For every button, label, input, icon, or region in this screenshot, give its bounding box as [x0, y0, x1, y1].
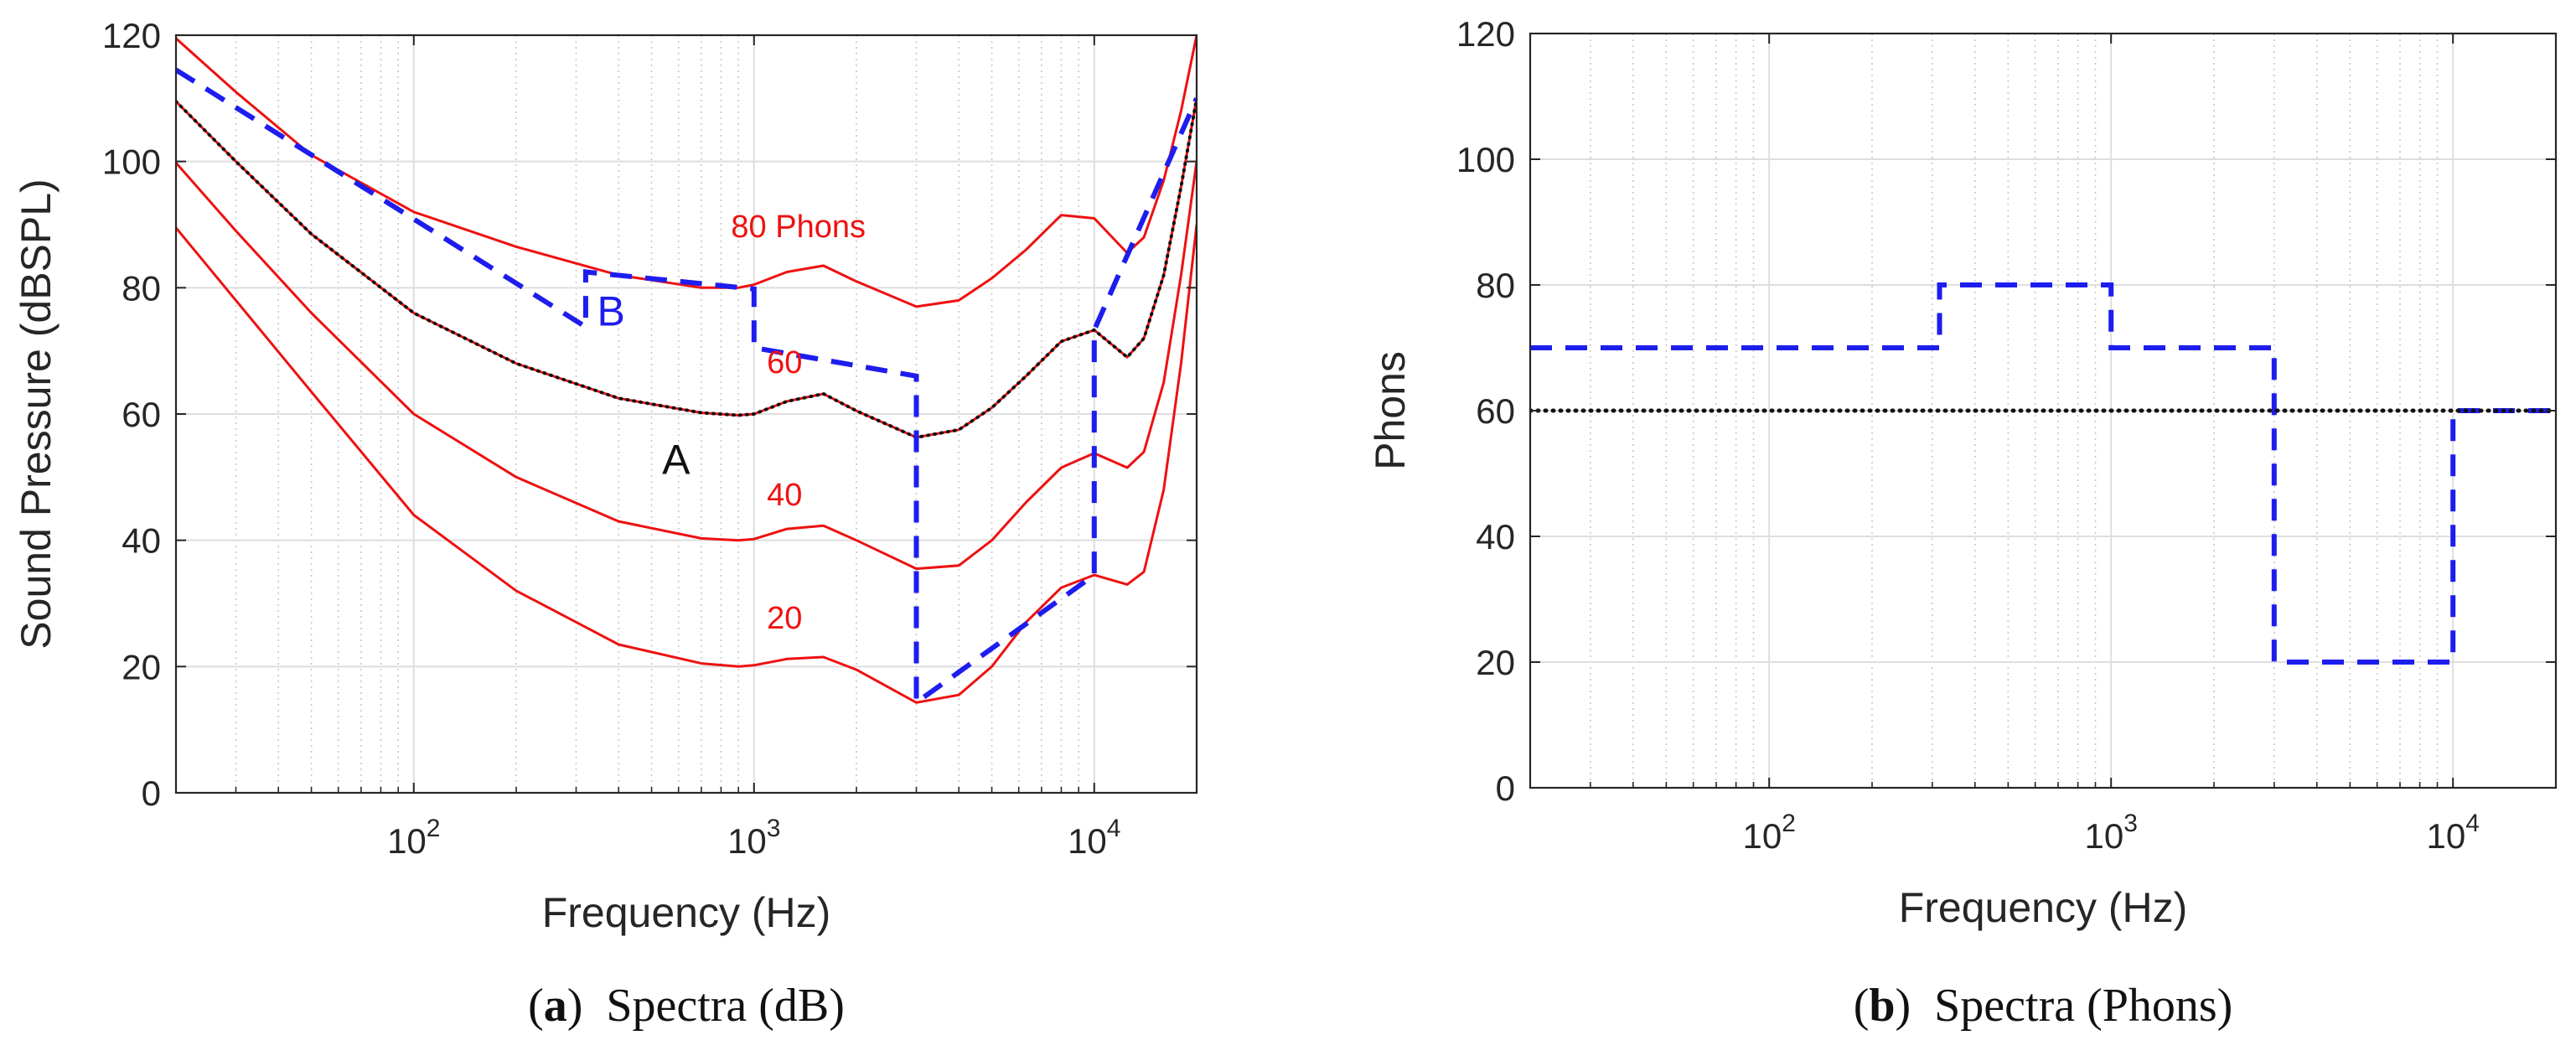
x-tick-label: 103	[727, 815, 780, 861]
y-tick-label: 120	[102, 16, 161, 55]
caption-a: (a) Spectra (dB)	[528, 980, 845, 1032]
annotation-label: 60	[767, 345, 802, 380]
annotation-label: 80 Phons	[731, 210, 866, 245]
series-line-overlay	[176, 96, 1197, 439]
y-tick-label: 120	[1456, 14, 1515, 54]
x-tick-label: 104	[2426, 810, 2479, 856]
chart-b: 0 20 40 60 80 100 120 102 103 104 Frequency (Hz) Ph…	[1367, 14, 2558, 1032]
y-tick-label: 80	[122, 268, 161, 308]
x-tick-label: 103	[2084, 810, 2137, 856]
x-tick-label: 104	[1068, 815, 1120, 861]
y-tick-label: 80	[1476, 266, 1515, 305]
series-line	[176, 161, 1197, 571]
y-tick-label: 20	[122, 647, 161, 686]
x-axis-label: Frequency (Hz)	[1899, 884, 2188, 931]
y-tick-label: 20	[1476, 643, 1515, 682]
y-tick-label: 40	[122, 521, 161, 561]
x-axis-label: Frequency (Hz)	[542, 889, 831, 936]
series-line	[176, 67, 1197, 708]
y-tick-label: 0	[142, 774, 161, 813]
y-tick-label: 60	[1476, 391, 1515, 431]
caption-b: (b) Spectra (Phons)	[1854, 980, 2233, 1032]
y-tick-label: 60	[122, 395, 161, 434]
series-group-b	[1530, 282, 2556, 665]
series-line	[176, 224, 1197, 704]
y-axis-label: Sound Pressure (dBSPL)	[13, 179, 59, 649]
y-tick-label: 100	[1456, 140, 1515, 179]
x-tick-label: 102	[1742, 810, 1795, 856]
chart-a: 0 20 40 60 80 100 120 102 103 104 Frequency (Hz) So…	[13, 16, 1198, 1032]
annotation-label: A	[662, 437, 691, 484]
x-tick-label: 102	[387, 815, 440, 861]
y-axis-label: Phons	[1367, 351, 1414, 470]
annotation-label: 40	[767, 478, 802, 513]
y-tick-label: 100	[102, 142, 161, 182]
y-tick-label: 40	[1476, 517, 1515, 556]
series-group-a	[176, 35, 1197, 708]
y-tick-label: 0	[1496, 769, 1515, 808]
annotation-label: B	[597, 288, 624, 335]
annotation-label: 20	[767, 601, 802, 636]
series-line	[1530, 282, 2556, 665]
